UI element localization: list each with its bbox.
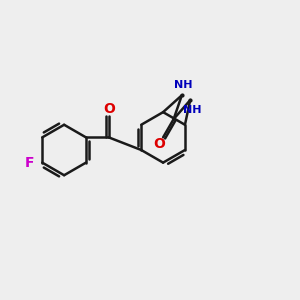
Text: F: F: [25, 156, 34, 170]
Text: NH: NH: [183, 105, 201, 115]
Text: O: O: [153, 137, 165, 151]
Text: NH: NH: [174, 80, 193, 90]
Text: O: O: [103, 102, 115, 116]
